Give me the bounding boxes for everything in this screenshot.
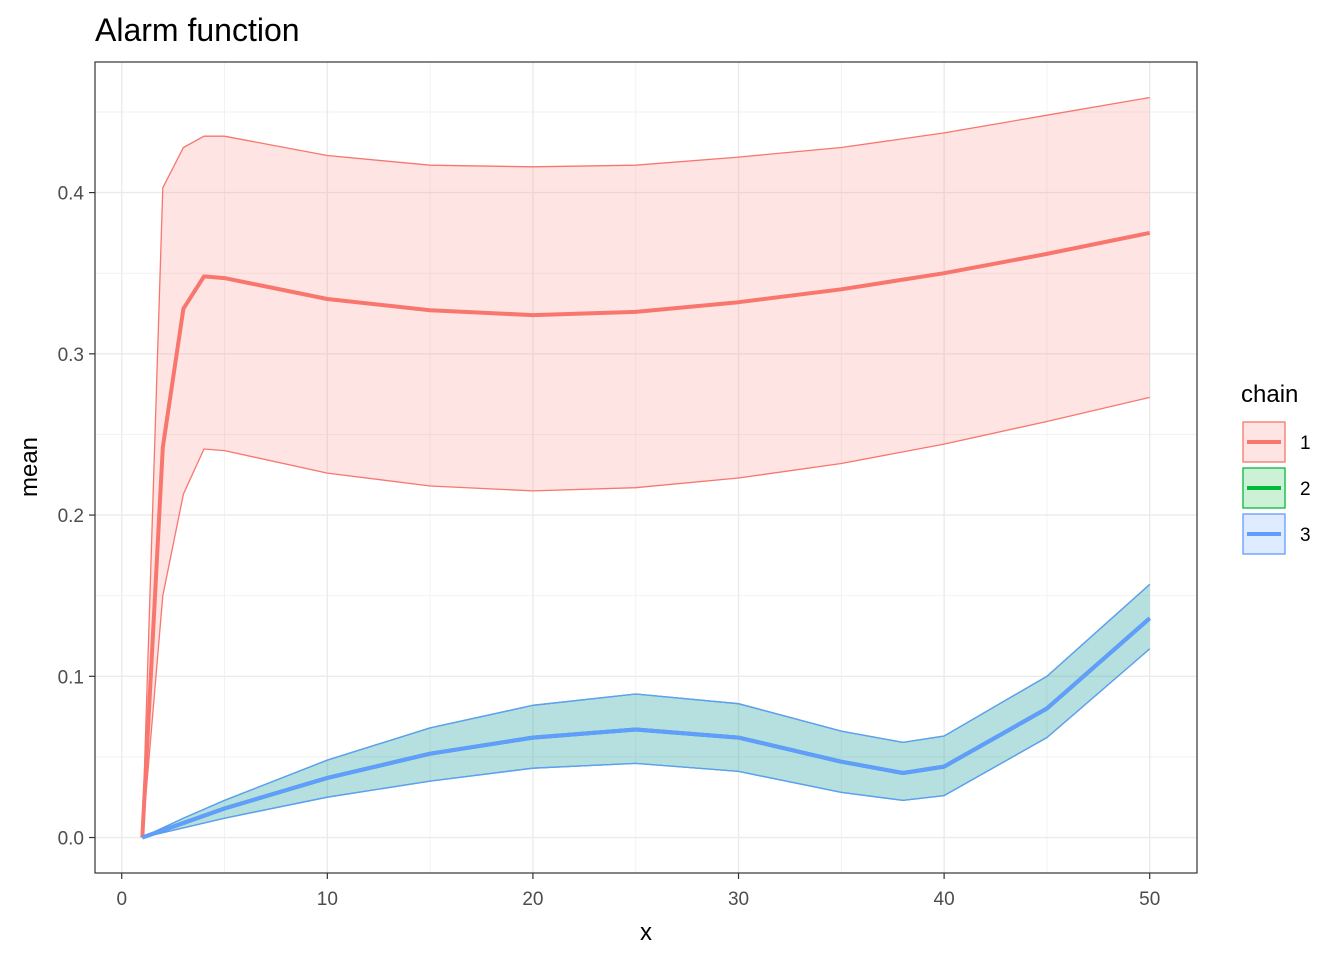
legend-label-chain-3: 3	[1300, 525, 1311, 546]
line-chain-1	[140, 230, 1151, 838]
y-tick-label: 0.3	[58, 345, 84, 366]
legend: chain 1 2 3	[1241, 381, 1311, 555]
ribbon-edge-upper-chain-1	[141, 96, 1150, 838]
legend-label-chain-2: 2	[1300, 479, 1311, 500]
legend-title: chain	[1241, 381, 1298, 408]
y-tick-label: 0.1	[58, 667, 84, 688]
ribbons	[141, 96, 1151, 839]
chart-title: Alarm function	[95, 12, 300, 48]
x-tick-label: 30	[728, 889, 749, 910]
ribbon-chain-1	[142, 97, 1150, 838]
x-axis: 0 10 20 30 40 50	[116, 873, 1160, 910]
legend-label-chain-1: 1	[1300, 433, 1311, 454]
ribbon-chain-2	[142, 584, 1150, 838]
y-tick-label: 0.0	[58, 829, 84, 850]
ribbon-edge-lower-chain-1	[141, 396, 1150, 838]
ribbon-edge-lower-chain-3	[142, 648, 1151, 839]
line-chain-3	[141, 616, 1152, 840]
y-tick-label: 0.4	[58, 184, 85, 205]
x-tick-label: 20	[522, 889, 543, 910]
y-tick-label: 0.2	[58, 506, 84, 527]
ribbon-chain-3	[142, 584, 1150, 838]
x-tick-label: 0	[116, 889, 127, 910]
y-axis: 0.0 0.1 0.2 0.3 0.4	[58, 184, 95, 850]
x-tick-label: 40	[934, 889, 955, 910]
x-axis-title: x	[640, 919, 652, 946]
x-tick-label: 50	[1139, 889, 1160, 910]
panel-border	[94, 61, 1198, 874]
x-tick-label: 10	[317, 889, 338, 910]
grid-minor	[95, 62, 1197, 873]
y-axis-title: mean	[16, 437, 43, 497]
series-lines	[140, 230, 1152, 840]
ribbon-edge-upper-chain-3	[142, 583, 1151, 839]
